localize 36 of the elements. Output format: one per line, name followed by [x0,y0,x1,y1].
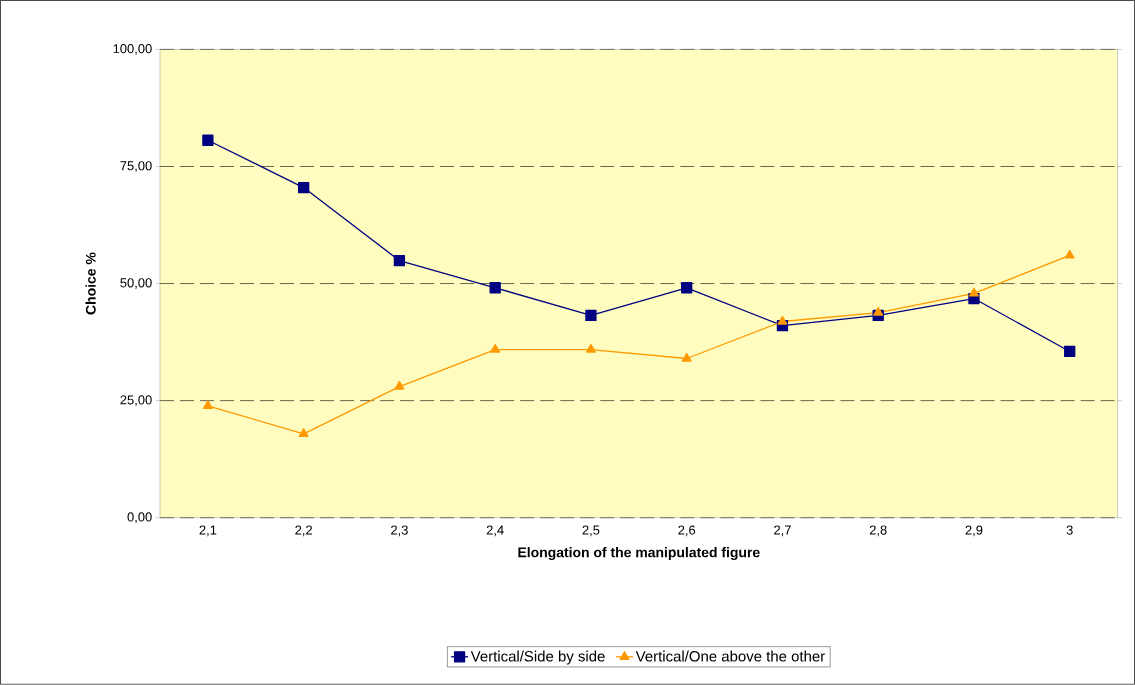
point [873,307,884,316]
point [394,381,405,390]
point [585,309,597,322]
y-tick-label: 0,00 [127,512,152,524]
y-tick-label: 25,00 [120,395,152,407]
point [298,182,310,194]
x-tick-label: 2,5 [582,525,600,537]
y-axis-title: Choice % [85,252,96,315]
x-tick-label: 2,6 [678,525,696,537]
x-tick-label: 3 [1066,525,1073,535]
point [490,344,501,353]
point [968,287,979,297]
point [585,344,596,353]
point [202,400,213,410]
point [298,428,309,438]
x-axis-title: Elongation of the manipulated figure [518,547,760,561]
y-tick-label: 100,00 [113,44,152,55]
point [489,282,501,294]
x-tick-label: 2,1 [199,525,217,537]
legend-label: Vertical/Side by side [470,650,605,665]
point [777,315,788,325]
point [681,282,693,294]
y-tick-label: 50,00 [120,278,152,290]
x-tick-label: 2,4 [486,525,504,537]
x-tick-label: 2,8 [869,525,887,537]
x-tick-label: 2,3 [391,525,408,537]
x-tick-label: 2,2 [295,525,312,537]
point [1064,249,1075,259]
x-tick-label: 2,7 [774,525,791,537]
point [393,255,406,267]
point [681,352,692,362]
x-tick-label: 2,9 [965,525,983,537]
point [202,134,214,147]
legend-label: Vertical/One above the other [635,650,825,662]
point [1064,345,1076,358]
y-tick-label: 75,00 [120,161,152,172]
